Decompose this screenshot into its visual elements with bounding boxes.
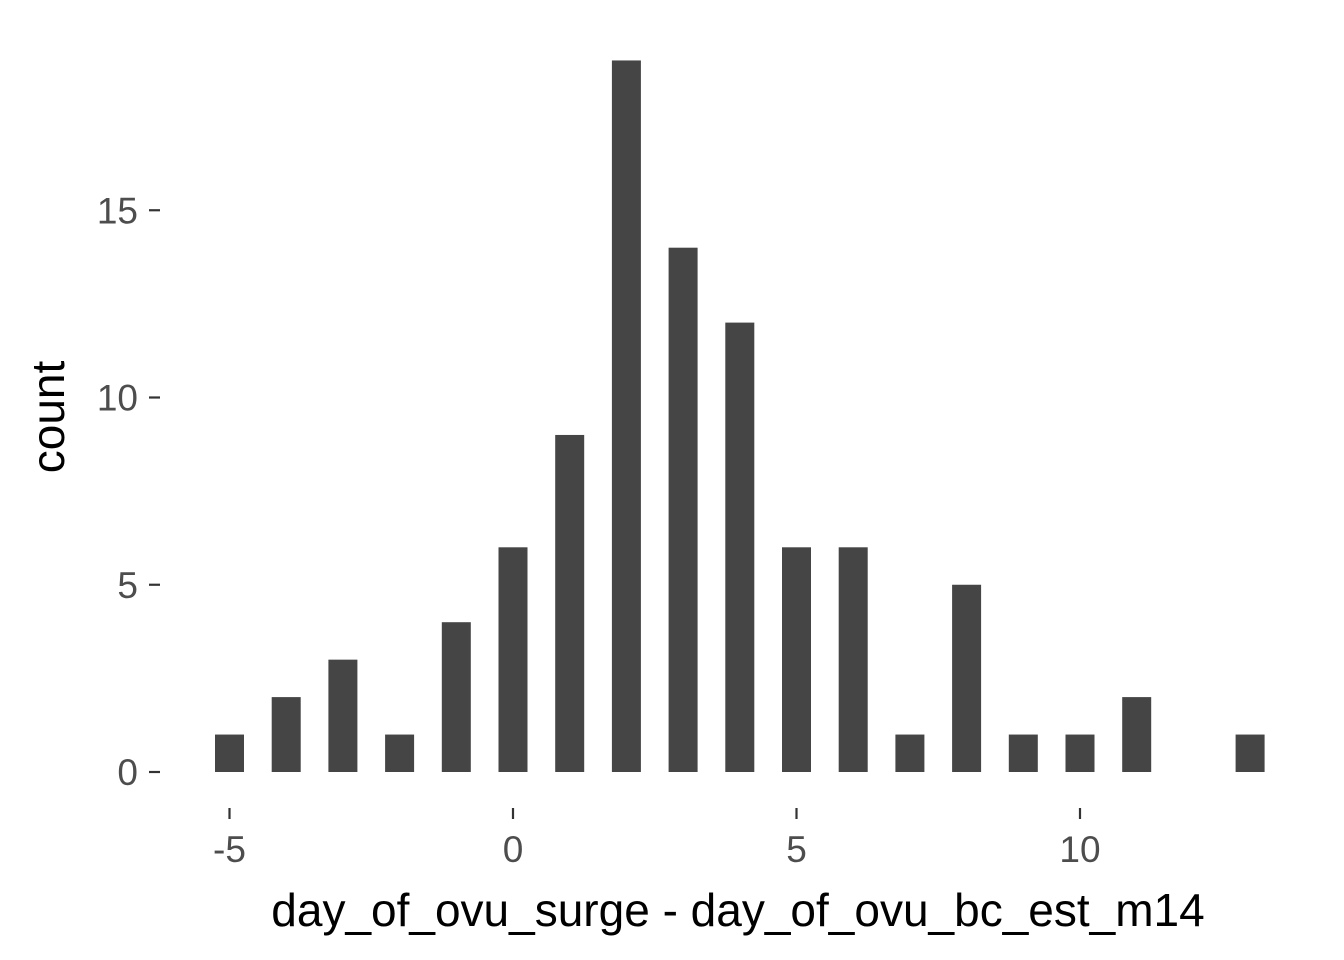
histogram-bar — [555, 434, 585, 772]
x-axis: -5 0 5 10 — [213, 808, 1101, 870]
histogram-bar — [1122, 697, 1152, 772]
histogram-bar — [441, 622, 471, 772]
histogram-bar — [385, 734, 415, 772]
y-tick-label: 0 — [117, 752, 138, 793]
x-tick-label: 0 — [503, 829, 524, 870]
x-tick-label: -5 — [213, 829, 246, 870]
x-tick-label: 5 — [786, 829, 807, 870]
histogram-bar — [1235, 734, 1265, 772]
histogram-bar — [328, 659, 358, 772]
histogram-bar — [215, 734, 244, 772]
bars-group — [215, 60, 1265, 772]
histogram-bar — [271, 697, 301, 772]
histogram-bar — [782, 547, 811, 772]
histogram-bar — [498, 547, 528, 772]
y-axis-title: count — [22, 361, 74, 474]
y-axis: 0 5 10 15 — [97, 190, 160, 793]
histogram-bar — [838, 547, 868, 772]
histogram-bar — [895, 734, 925, 772]
y-tick-label: 5 — [117, 565, 138, 606]
histogram-bar — [725, 322, 755, 772]
histogram-bar — [611, 60, 641, 772]
x-axis-title: day_of_ovu_surge - day_of_ovu_bc_est_m14 — [271, 884, 1204, 936]
histogram-bar — [1008, 734, 1038, 772]
y-tick-label: 10 — [97, 378, 138, 419]
y-tick-label: 15 — [97, 190, 138, 231]
histogram-bar — [1065, 734, 1095, 772]
histogram-bar — [952, 584, 982, 772]
x-tick-label: 10 — [1059, 829, 1100, 870]
histogram-bar — [668, 247, 698, 772]
